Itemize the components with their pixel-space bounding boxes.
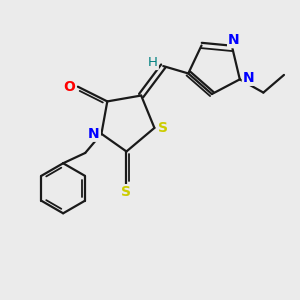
Text: N: N [88,127,100,141]
Text: H: H [148,56,158,69]
Text: N: N [243,71,254,85]
Text: S: S [122,185,131,199]
Text: S: S [158,121,168,135]
Text: N: N [228,33,240,47]
Text: O: O [64,80,76,94]
